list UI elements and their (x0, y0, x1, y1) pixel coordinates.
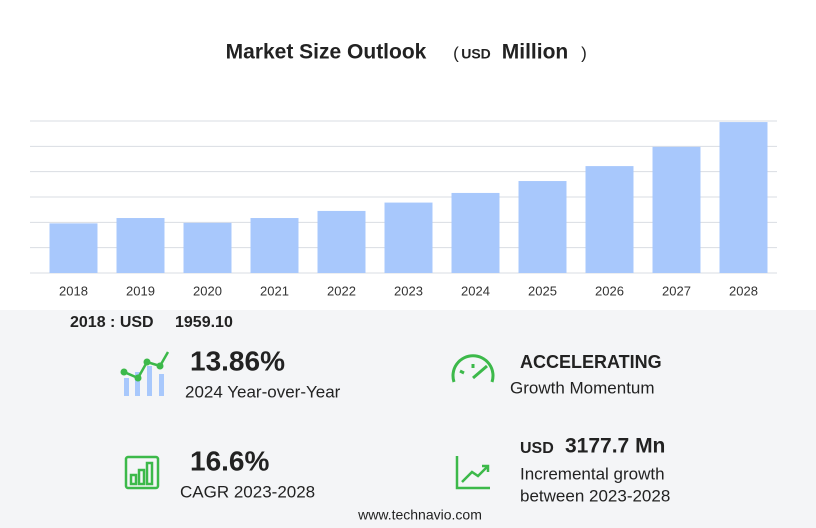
yoy-value: 13.86% (190, 345, 285, 376)
x-tick-label: 2019 (126, 283, 155, 298)
unit-name: Million (502, 41, 569, 64)
x-tick-label: 2026 (595, 283, 624, 298)
x-tick-label: 2024 (461, 283, 490, 298)
bar (49, 223, 98, 273)
incremental-label-1: Incremental growth (520, 464, 665, 483)
unit-currency: USD (461, 46, 491, 62)
unit-open: ( (453, 43, 459, 62)
bar (451, 192, 500, 273)
bar (250, 218, 299, 273)
bar (384, 202, 433, 273)
bar (518, 181, 567, 273)
base-value: 1959.10 (175, 314, 233, 331)
x-tick-label: 2021 (260, 283, 289, 298)
momentum-icon (451, 354, 495, 383)
footer: www.technavio.com (357, 507, 482, 523)
bar (719, 122, 768, 274)
x-tick-label: 2027 (662, 283, 691, 298)
cagr-label: CAGR 2023-2028 (180, 482, 315, 501)
x-tick-label: 2023 (394, 283, 423, 298)
base-label: 2018 : USD (70, 314, 154, 331)
x-tick-label: 2028 (729, 283, 758, 298)
unit-close: ) (581, 43, 587, 62)
incremental-value: 3177.7 Mn (565, 435, 665, 458)
chart-title: Market Size Outlook (226, 41, 427, 64)
incremental-label-2: between 2023-2028 (520, 486, 670, 505)
bar (116, 218, 165, 273)
x-tick-label: 2018 (59, 283, 88, 298)
yoy-icon (120, 351, 170, 396)
x-tick-label: 2025 (528, 283, 557, 298)
x-tick-label: 2022 (327, 283, 356, 298)
plot: 2018 2019 2020 2021 2022 2023 2024 2025 2026 2027… (30, 120, 777, 298)
cagr-value: 16.6% (190, 445, 269, 476)
cagr-icon (124, 455, 160, 490)
incremental-currency: USD (520, 440, 554, 457)
bar (585, 166, 634, 273)
bar (652, 146, 701, 273)
x-tick-label: 2020 (193, 283, 222, 298)
incremental-icon (455, 456, 490, 490)
momentum-label: Growth Momentum (510, 378, 655, 397)
bar (317, 210, 366, 273)
momentum-value: ACCELERATING (520, 352, 662, 372)
bar (183, 222, 232, 273)
yoy-label: 2024 Year-over-Year (185, 382, 341, 401)
